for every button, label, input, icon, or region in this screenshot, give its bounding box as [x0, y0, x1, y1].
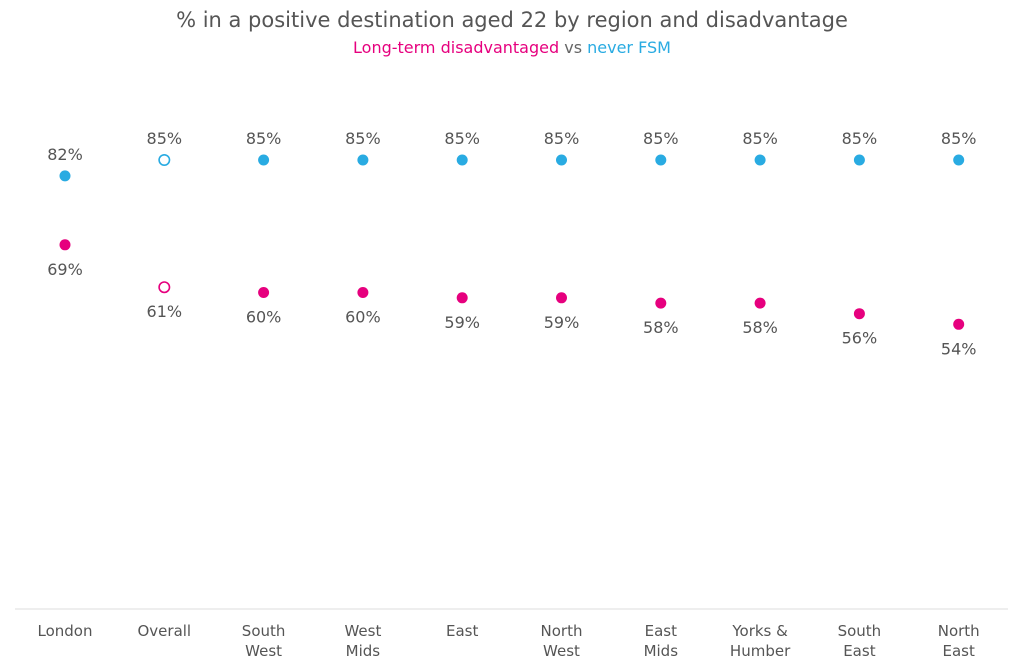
point-never-fsm-8 [853, 154, 865, 166]
category-label-6-1: Mids [644, 642, 679, 660]
point-long-term-disadvantaged-2 [258, 287, 270, 298]
data-label-long-term-disadvantaged-3: 60% [345, 308, 381, 327]
data-label-long-term-disadvantaged-9: 54% [941, 339, 977, 358]
point-long-term-disadvantaged-4 [456, 292, 468, 304]
data-label-never-fsm-5: 85% [544, 129, 580, 148]
point-never-fsm-4 [456, 154, 468, 166]
point-never-fsm-5 [556, 154, 567, 166]
data-label-long-term-disadvantaged-6: 58% [643, 318, 679, 337]
category-label-2-1: West [245, 642, 282, 660]
subtitle-series-disadvantaged: Long-term disadvantaged [353, 38, 560, 57]
point-long-term-disadvantaged-0 [59, 239, 71, 251]
category-label-0-0: London [38, 622, 93, 640]
data-label-never-fsm-9: 85% [941, 129, 977, 148]
data-label-never-fsm-8: 85% [842, 129, 878, 148]
point-never-fsm-0 [59, 170, 71, 182]
data-label-never-fsm-2: 85% [246, 129, 282, 148]
category-label-8-0: South [838, 622, 882, 640]
subtitle-vs: vs [559, 38, 588, 57]
data-label-never-fsm-6: 85% [643, 129, 679, 148]
category-label-6-0: East [645, 622, 677, 640]
data-label-never-fsm-0: 82% [47, 145, 83, 164]
data-label-never-fsm-4: 85% [444, 129, 480, 148]
point-never-fsm-7 [754, 154, 766, 166]
point-never-fsm-2 [258, 154, 270, 166]
category-label-9-0: North [938, 622, 980, 640]
subtitle-series-never-fsm: never FSM [587, 38, 671, 57]
point-long-term-disadvantaged-8 [853, 308, 865, 320]
data-label-long-term-disadvantaged-1: 61% [147, 302, 183, 321]
category-label-5-1: West [543, 642, 580, 660]
data-label-long-term-disadvantaged-5: 59% [544, 313, 580, 332]
point-long-term-disadvantaged-1 [158, 281, 171, 294]
data-label-long-term-disadvantaged-4: 59% [444, 313, 480, 332]
chart-subtitle: Long-term disadvantaged vs never FSM [0, 38, 1024, 57]
data-label-long-term-disadvantaged-8: 56% [842, 329, 878, 348]
point-long-term-disadvantaged-6 [655, 297, 667, 309]
category-label-2-0: South [242, 622, 286, 640]
point-long-term-disadvantaged-3 [357, 287, 369, 298]
category-label-3-0: West [344, 622, 381, 640]
chart-title: % in a positive destination aged 22 by r… [176, 8, 848, 32]
data-label-never-fsm-7: 85% [742, 129, 778, 148]
chart-marks: 82% 85% 85% 85% 85% 85% 85% 85% 85% 85% 69% 61% 60% 6… [38, 129, 980, 660]
point-long-term-disadvantaged-9 [953, 318, 965, 330]
category-label-7-0: Yorks & [731, 622, 788, 640]
point-long-term-disadvantaged-7 [754, 297, 766, 309]
category-label-8-1: East [843, 642, 875, 660]
point-never-fsm-3 [357, 154, 369, 166]
point-never-fsm-9 [953, 154, 965, 166]
data-label-long-term-disadvantaged-0: 69% [47, 260, 83, 279]
data-label-long-term-disadvantaged-7: 58% [742, 318, 778, 337]
data-label-never-fsm-3: 85% [345, 129, 381, 148]
point-never-fsm-6 [655, 154, 667, 166]
data-label-never-fsm-1: 85% [147, 129, 183, 148]
category-label-5-0: North [541, 622, 583, 640]
category-label-4-0: East [446, 622, 478, 640]
point-never-fsm-1 [158, 154, 171, 167]
category-label-1-0: Overall [137, 622, 191, 640]
point-long-term-disadvantaged-5 [556, 292, 567, 304]
category-label-7-1: Humber [730, 642, 791, 660]
data-label-long-term-disadvantaged-2: 60% [246, 308, 282, 327]
category-label-3-1: Mids [346, 642, 381, 660]
category-label-9-1: East [943, 642, 975, 660]
